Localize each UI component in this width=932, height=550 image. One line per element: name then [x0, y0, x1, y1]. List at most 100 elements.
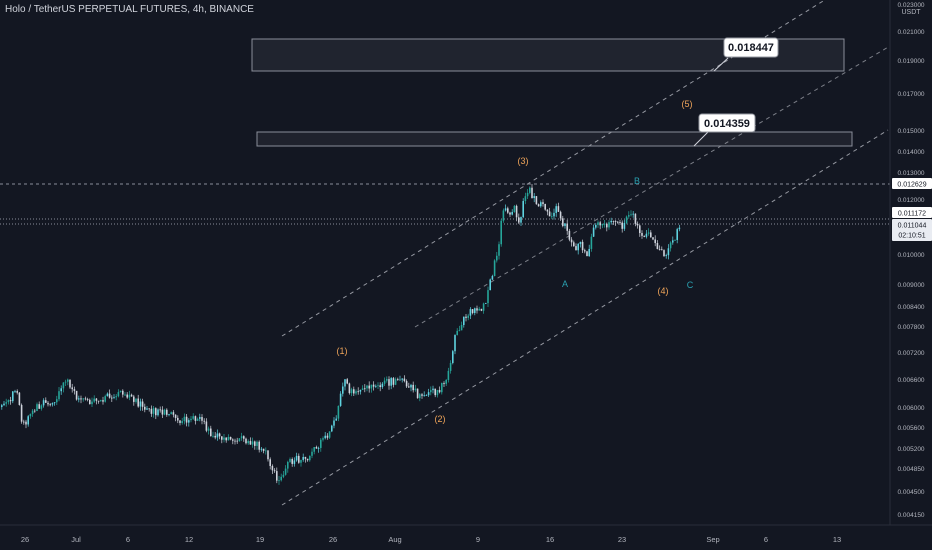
candle-body [537, 204, 540, 207]
candle-body [100, 400, 102, 402]
target-callout-upper-text: 0.018447 [728, 42, 774, 54]
candle-body [645, 233, 648, 237]
candle-body [388, 379, 390, 386]
candle-body [577, 243, 579, 251]
candle-body [104, 396, 106, 402]
candle-body [520, 217, 522, 223]
candle-body [29, 413, 32, 417]
candle-body [449, 362, 452, 371]
candles [1, 184, 681, 485]
candle-body [234, 440, 236, 442]
candle-body [256, 441, 258, 446]
candle-body [150, 408, 153, 414]
candle-body [445, 379, 447, 384]
candle-body [634, 213, 637, 224]
elliott-channel [281, 0, 891, 506]
candle-body [603, 223, 606, 225]
candle-body [612, 220, 615, 222]
candle-body [471, 309, 474, 313]
candle-body [194, 416, 197, 421]
candle-body [190, 418, 192, 421]
candle-body [201, 417, 203, 421]
time-axis[interactable]: 26 Jul 6 12 19 26 Aug 9 16 23 Sep 6 13 [0, 524, 932, 550]
candle-body [353, 389, 355, 394]
candle-body [278, 480, 280, 482]
time-tick-label: 16 [546, 535, 554, 544]
correction-label-c: C [687, 280, 694, 290]
time-tick-label: Sep [706, 535, 719, 544]
candle-body [469, 309, 472, 316]
candle-body [434, 388, 436, 396]
candle-body [293, 460, 296, 464]
candle-body [667, 248, 670, 256]
price-tag-high: 0.012629 [892, 178, 932, 189]
candle-body [504, 208, 507, 211]
candle-body [214, 435, 216, 438]
candle-body [478, 308, 480, 311]
candle-body [564, 223, 566, 226]
candle-body [465, 316, 467, 318]
time-tick-label: 19 [256, 535, 264, 544]
candle-body [599, 222, 601, 226]
candle-body [639, 225, 641, 234]
price-tick-label: 0.012000 [897, 197, 924, 204]
candle-body [177, 417, 179, 421]
candle-body [155, 408, 157, 416]
wave-label-3: (3) [518, 156, 529, 166]
candle-body [322, 438, 324, 440]
price-tag-current-top-text: 0.011172 [898, 211, 926, 218]
price-axis[interactable]: USDT 0.023000 0.021000 0.019000 0.017000 0.0… [889, 0, 932, 525]
candle-body [251, 441, 254, 445]
candle-body [9, 400, 12, 402]
candle-body [590, 236, 593, 249]
candle-body [579, 241, 582, 244]
time-tick-label: 26 [329, 535, 337, 544]
candle-body [166, 409, 168, 415]
candle-body [27, 416, 29, 425]
candle-body [317, 447, 320, 449]
price-tick-label: 0.013000 [897, 170, 924, 177]
time-tick-label: 23 [618, 535, 626, 544]
candle-body [672, 240, 674, 243]
candle-body [320, 439, 322, 448]
candle-body [441, 383, 443, 393]
candle-body [62, 382, 65, 389]
candle-body [522, 201, 524, 218]
candle-body [249, 441, 252, 445]
candle-body [267, 450, 269, 460]
candle-body [555, 206, 557, 213]
candle-body [212, 435, 214, 437]
candle-body [511, 212, 513, 215]
candle-body [447, 370, 450, 380]
candle-body [493, 260, 496, 277]
candle-body [375, 385, 377, 387]
price-tick-label: 0.004500 [897, 489, 924, 496]
candle-body [544, 203, 546, 210]
candle-body [377, 385, 379, 387]
candle-body [454, 335, 456, 352]
candle-body [203, 420, 205, 422]
candle-body [625, 216, 628, 224]
candle-body [245, 438, 247, 444]
candle-body [133, 396, 135, 402]
candle-body [273, 470, 276, 472]
candle-body [474, 308, 476, 313]
candle-body [392, 378, 395, 385]
candle-body [139, 401, 142, 407]
candle-body [119, 390, 122, 393]
price-tick-label: 0.006000 [897, 405, 924, 412]
candle-body [284, 468, 287, 475]
candle-body [542, 202, 544, 204]
price-tick-label: 0.008400 [897, 304, 924, 311]
candle-body [592, 227, 595, 237]
candle-body [141, 401, 144, 407]
candle-body [298, 455, 300, 463]
candle-body [425, 395, 428, 397]
candle-body [557, 206, 560, 212]
candle-body [438, 389, 441, 393]
candle-body [227, 436, 230, 441]
candle-body [207, 428, 210, 431]
candle-body [58, 391, 60, 400]
correction-label-b: B [634, 176, 640, 186]
